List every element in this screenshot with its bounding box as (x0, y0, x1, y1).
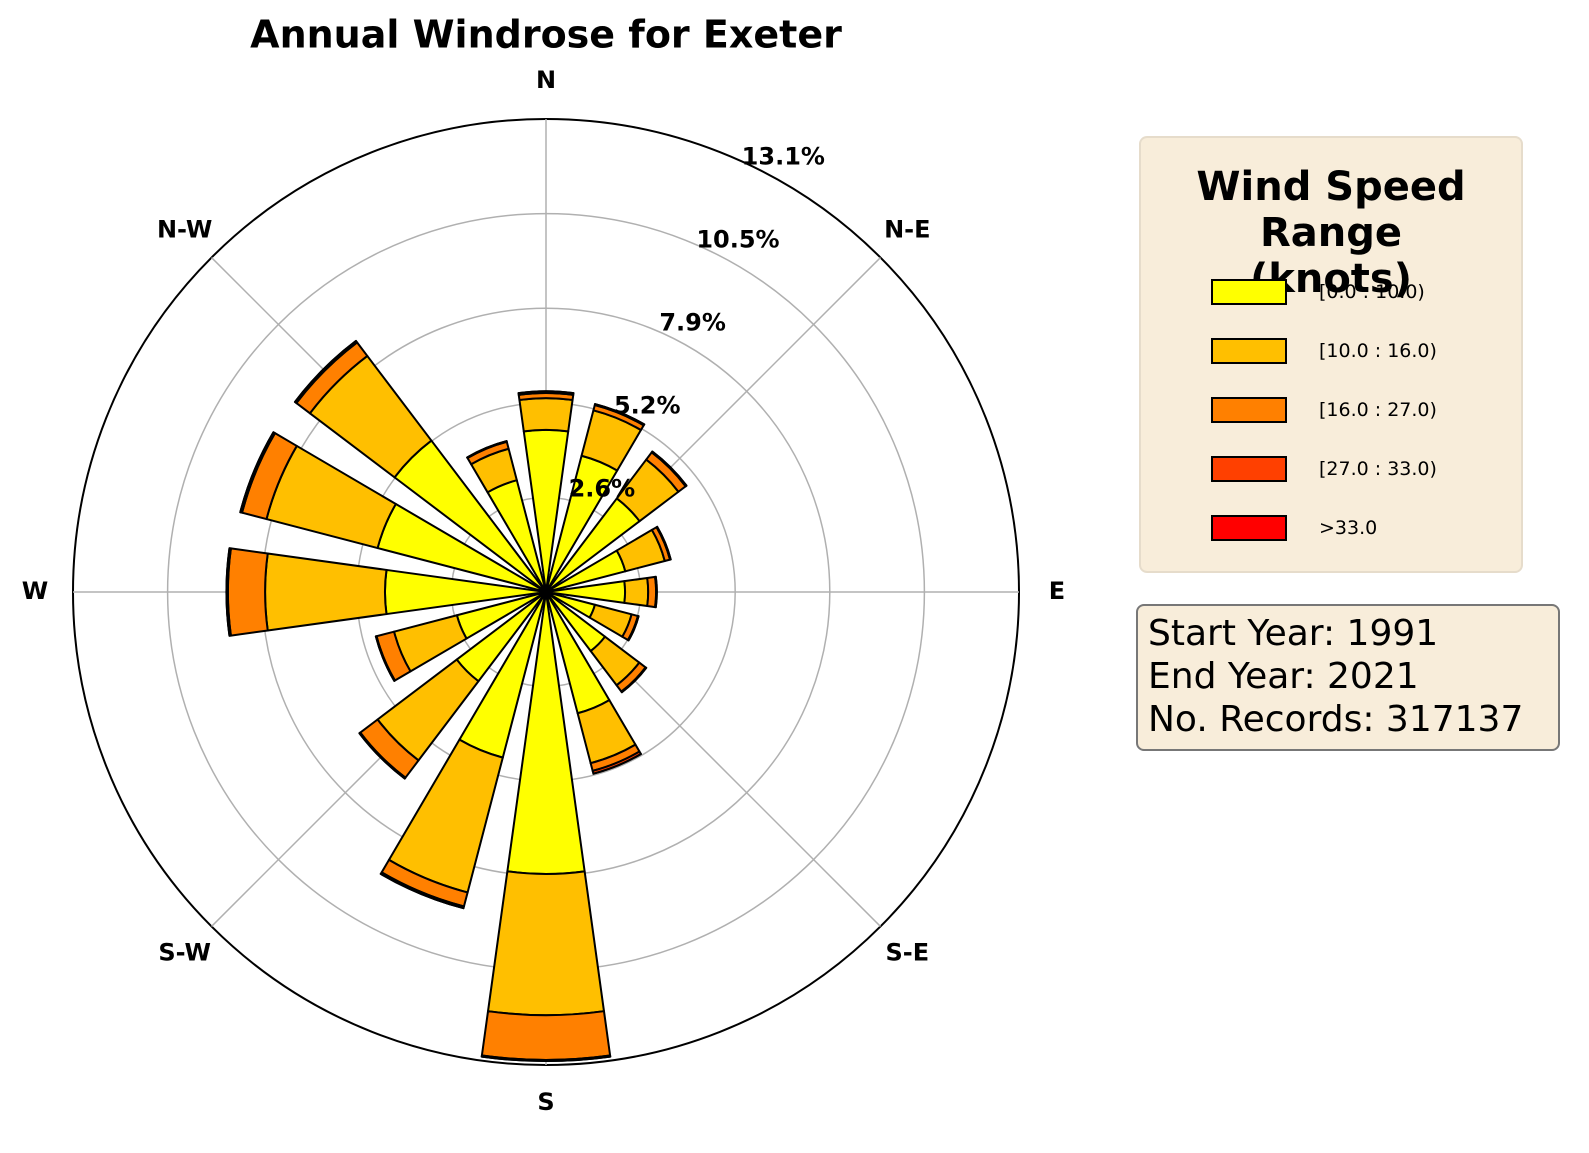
wedge (264, 552, 388, 632)
wedge (374, 635, 396, 682)
annotation: End Year: 2021 (1148, 656, 1419, 697)
wedge (592, 752, 642, 775)
legend-title: Wind Speed Range (knots) (1196, 164, 1466, 302)
legend-swatch (1211, 338, 1287, 364)
wedge (225, 547, 231, 637)
info-box: Start Year: 1991 End Year: 2021 No. Record… (1136, 604, 1560, 751)
wedge (654, 575, 658, 609)
wedge (620, 666, 648, 694)
wedge (506, 591, 586, 875)
wedge (518, 397, 574, 433)
wedge (239, 431, 275, 514)
wedge (379, 872, 465, 910)
wedge (480, 1010, 612, 1061)
r-tick-label: 2.6% (569, 475, 636, 503)
r-tick-label: 5.2% (614, 392, 681, 420)
wedge (656, 525, 672, 561)
legend-swatch (1211, 456, 1287, 482)
direction-label: S (537, 1088, 554, 1116)
wedge (517, 390, 575, 395)
wedge (358, 732, 406, 780)
legend-label: [16.0 : 27.0) (1319, 399, 1437, 421)
r-tick-label: 13.1% (742, 143, 825, 171)
wedge (487, 870, 605, 1017)
direction-label: N-E (884, 216, 930, 244)
wedge (226, 547, 269, 637)
legend-label: [0.0 : 10.0) (1319, 281, 1425, 303)
r-tick-label: 10.5% (696, 226, 779, 254)
legend-label: >33.0 (1319, 517, 1378, 539)
wedge (293, 339, 357, 403)
legend-label: [10.0 : 16.0) (1319, 340, 1437, 362)
chart-title: Annual Windrose for Exeter (250, 13, 842, 57)
direction-label: E (1049, 577, 1065, 605)
wedge (623, 577, 650, 607)
wedge (627, 615, 640, 642)
annotation: Start Year: 1991 (1148, 613, 1439, 654)
wedge (384, 568, 547, 616)
direction-label: S-W (158, 938, 211, 966)
legend-swatch (1211, 515, 1287, 541)
legend-swatch (1211, 397, 1287, 423)
wedge (466, 440, 508, 459)
annotation: No. Records: 317137 (1148, 699, 1524, 740)
direction-label: N (536, 66, 556, 94)
wedge (651, 450, 688, 487)
direction-label: W (22, 577, 48, 605)
r-tick-label: 7.9% (659, 309, 726, 337)
legend-swatch (1211, 279, 1287, 305)
legend-label: [27.0 : 33.0) (1319, 458, 1437, 480)
wedge (594, 403, 646, 426)
direction-label: N-W (157, 216, 212, 244)
legend: Wind Speed Range (knots) [0.0 : 10.0) [10… (1139, 136, 1523, 573)
wedge (522, 428, 570, 593)
direction-label: S-E (886, 938, 930, 966)
wedge (480, 1055, 612, 1063)
